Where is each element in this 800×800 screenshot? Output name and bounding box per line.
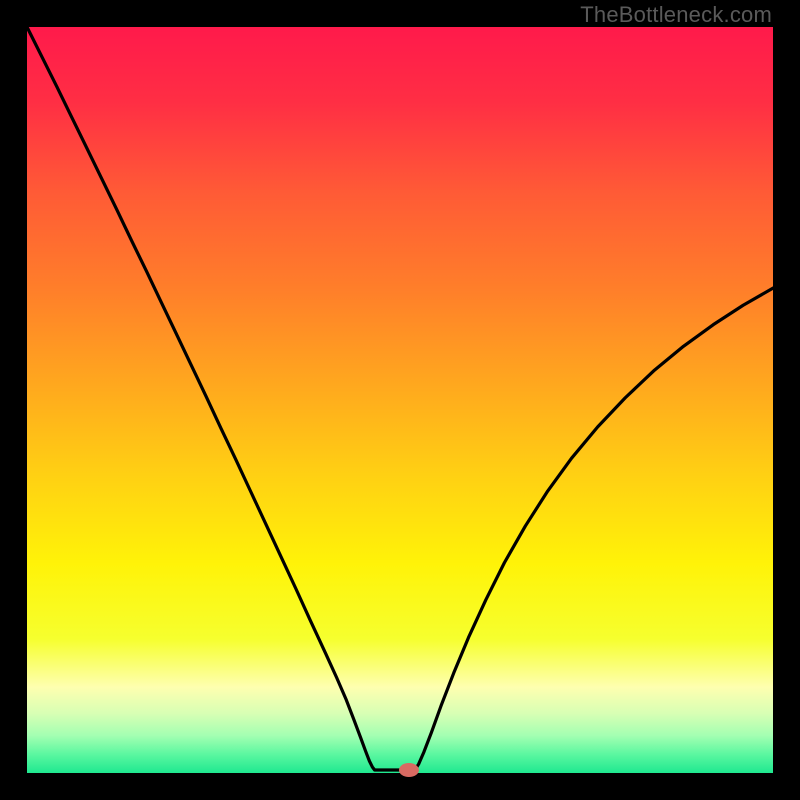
optimal-point-marker (399, 763, 419, 777)
watermark-text: TheBottleneck.com (580, 2, 772, 28)
bottleneck-chart (0, 0, 800, 800)
plot-background (27, 27, 773, 773)
